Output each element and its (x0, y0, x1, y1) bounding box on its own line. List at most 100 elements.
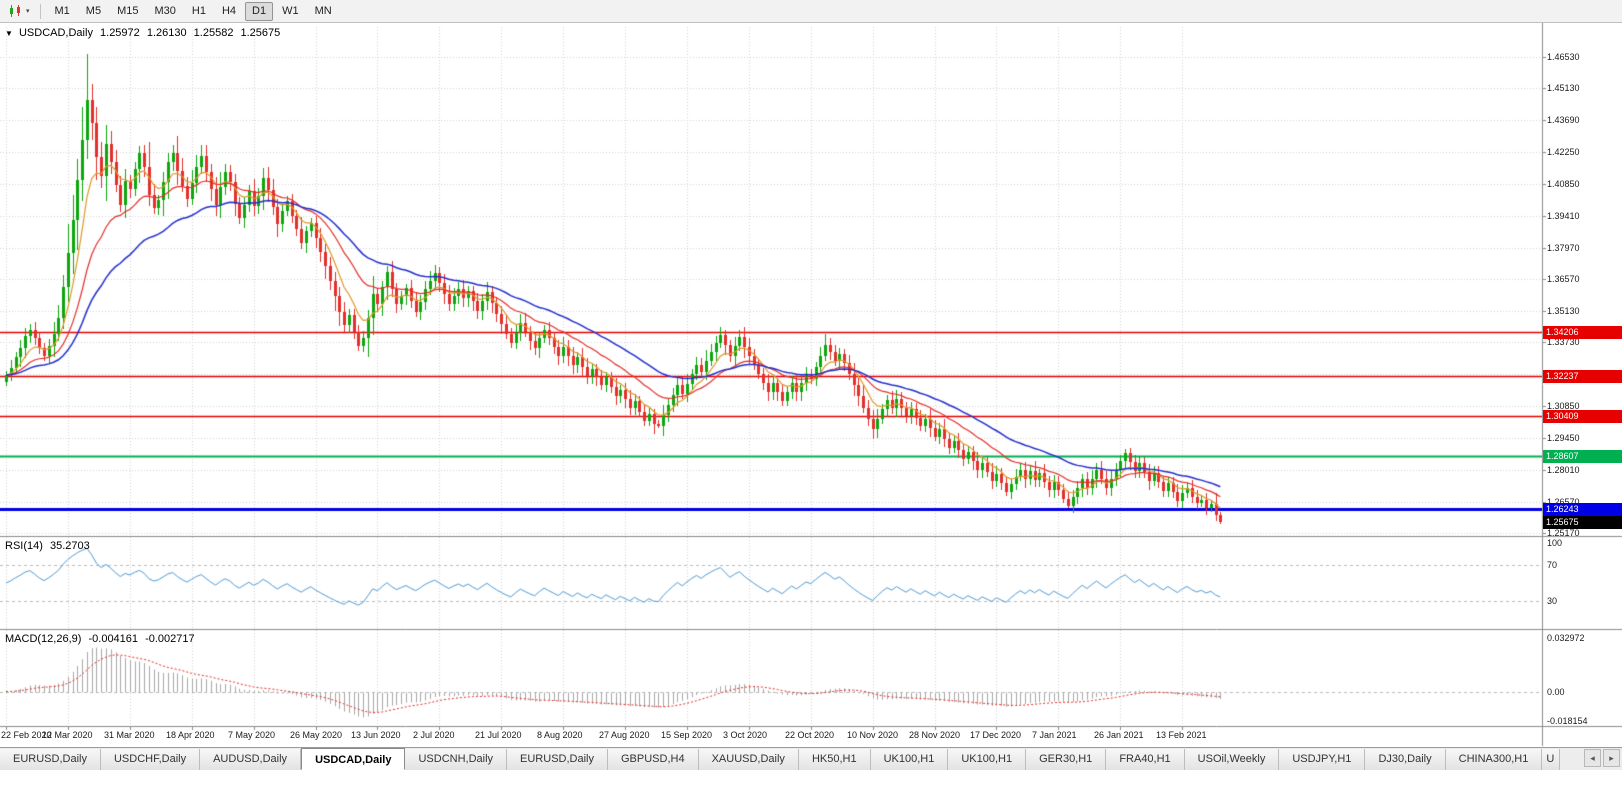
date-axis-label: 12 Mar 2020 (42, 730, 93, 740)
tab-uk100-h1[interactable]: UK100,H1 (870, 749, 949, 770)
tab-overflow-partial[interactable]: U (1542, 749, 1561, 770)
tab-scroll-arrows: ◂ ▸ (1584, 749, 1620, 767)
ohlc-high: 1.26130 (146, 27, 187, 39)
tab-ger30-h1[interactable]: GER30,H1 (1026, 749, 1107, 770)
date-axis-label: 31 Mar 2020 (104, 730, 155, 740)
level-badge-1-26243: 1.26243 (1543, 503, 1622, 516)
date-axis-label: 22 Oct 2020 (785, 730, 835, 740)
tab-usdcad-daily[interactable]: USDCAD,Daily (301, 748, 406, 770)
tab-scroll-left-button[interactable]: ◂ (1584, 749, 1601, 767)
chart-window: ▼ USDCAD,Daily 1.25972 1.26130 1.25582 1… (0, 23, 1622, 747)
tab-xauusd-daily[interactable]: XAUUSD,Daily (698, 749, 799, 770)
rsi-name: RSI(14) (5, 540, 43, 552)
ohlc-open: 1.25972 (100, 27, 140, 39)
date-axis-label: 2 Jul 2020 (413, 730, 455, 740)
tab-eurusd-daily[interactable]: EURUSD,Daily (0, 749, 101, 770)
price-axis-label: 1.35130 (1547, 306, 1580, 316)
timeframe-button-d1[interactable]: D1 (245, 1, 274, 21)
chart-tabs-strip: EURUSD,Daily USDCHF,Daily AUDUSD,Daily USDC… (0, 748, 1588, 770)
tab-usdjpy-h1[interactable]: USDJPY,H1 (1279, 749, 1366, 770)
status-bar (0, 770, 1622, 798)
macd-indicator-label: MACD(12,26,9) -0.004161 -0.002717 (5, 633, 199, 645)
date-axis-label: 13 Feb 2021 (1156, 730, 1207, 740)
candlestick-chart-icon (10, 5, 20, 17)
level-badge-1-32237: 1.32237 (1543, 370, 1622, 383)
price-chart-canvas[interactable] (0, 23, 1622, 747)
macd-axis-label: 0.00 (1547, 687, 1565, 697)
date-axis-label: 15 Sep 2020 (661, 730, 713, 740)
date-axis-label: 22 Feb 2020 (1, 730, 52, 740)
price-axis-label: 1.45130 (1547, 83, 1580, 93)
price-axis-label: 1.29450 (1547, 433, 1580, 443)
chart-tabs-bar: EURUSD,Daily USDCHF,Daily AUDUSD,Daily USDC… (0, 747, 1622, 770)
macd-signal-value: -0.002717 (145, 633, 195, 645)
price-axis-label: 1.36570 (1547, 274, 1580, 284)
price-axis-label: 1.40850 (1547, 179, 1580, 189)
timeframe-button-m1[interactable]: M1 (54, 4, 70, 17)
tab-uk100-h1[interactable]: UK100,H1 (948, 749, 1027, 770)
date-axis-label: 7 May 2020 (228, 730, 276, 740)
date-axis-label: 3 Oct 2020 (723, 730, 768, 740)
date-axis-label: 26 May 2020 (290, 730, 343, 740)
collapse-arrow-icon: ▼ (5, 29, 13, 38)
timeframe-toolbar: ▾ M1 M5 M15 M30 H1 H4 D1 W1 MN (0, 0, 1622, 23)
date-axis-label: 27 Aug 2020 (599, 730, 650, 740)
ohlc-close: 1.25675 (240, 27, 281, 39)
price-axis-label: 1.39410 (1547, 211, 1580, 221)
rsi-axis-label: 30 (1547, 596, 1558, 606)
rsi-axis-label: 70 (1547, 560, 1558, 570)
tab-fra40-h1[interactable]: FRA40,H1 (1106, 749, 1185, 770)
date-axis-label: 28 Nov 2020 (909, 730, 961, 740)
macd-axis-label: 0.032972 (1547, 633, 1585, 643)
date-axis-label: 21 Jul 2020 (475, 730, 522, 740)
chart-type-button[interactable]: ▾ (4, 3, 34, 19)
timeframe-button-mn[interactable]: MN (314, 4, 332, 17)
rsi-value: 35.2703 (49, 540, 90, 552)
timeframe-button-m30[interactable]: M30 (154, 4, 176, 17)
date-axis-label: 13 Jun 2020 (351, 730, 401, 740)
macd-value: -0.004161 (88, 633, 139, 645)
timeframe-buttons: M1 M5 M15 M30 H1 H4 D1 W1 MN (47, 1, 340, 21)
rsi-indicator-label: RSI(14) 35.2703 (5, 540, 94, 552)
price-axis-label: 1.26570 (1547, 497, 1580, 507)
current-price-badge: 1.25675 (1543, 516, 1622, 529)
price-axis-label: 1.33730 (1547, 337, 1580, 347)
tab-usdcnh-daily[interactable]: USDCNH,Daily (405, 749, 508, 770)
date-axis-label: 7 Jan 2021 (1032, 730, 1077, 740)
timeframe-button-m15[interactable]: M15 (117, 4, 139, 17)
date-axis-label: 26 Jan 2021 (1094, 730, 1144, 740)
date-axis-label: 10 Nov 2020 (847, 730, 899, 740)
price-axis-label: 1.37970 (1547, 243, 1580, 253)
date-axis-label: 8 Aug 2020 (537, 730, 583, 740)
tab-dj30-daily[interactable]: DJ30,Daily (1365, 749, 1446, 770)
toolbar-separator (39, 3, 41, 19)
tab-usdchf-daily[interactable]: USDCHF,Daily (100, 749, 201, 770)
rsi-axis-label: 100 (1547, 538, 1563, 548)
chart-title: ▼ USDCAD,Daily 1.25972 1.26130 1.25582 1… (5, 27, 284, 39)
price-axis-label: 1.28010 (1547, 465, 1580, 475)
tab-china300-h1[interactable]: CHINA300,H1 (1445, 749, 1543, 770)
timeframe-button-m5[interactable]: M5 (85, 4, 102, 17)
tab-eurusd-daily[interactable]: EURUSD,Daily (507, 749, 608, 770)
price-axis-label: 1.43690 (1547, 115, 1580, 125)
tab-usoil-weekly[interactable]: USOil,Weekly (1184, 749, 1280, 770)
timeframe-button-h4[interactable]: H4 (221, 4, 237, 17)
tab-audusd-daily[interactable]: AUDUSD,Daily (200, 749, 302, 770)
date-axis-label: 18 Apr 2020 (166, 730, 215, 740)
price-axis-label: 1.30850 (1547, 401, 1580, 411)
price-axis-label: 1.25170 (1547, 528, 1580, 538)
timeframe-button-h1[interactable]: H1 (191, 4, 206, 17)
macd-name: MACD(12,26,9) (5, 633, 82, 645)
tab-gbpusd-h4[interactable]: GBPUSD,H4 (608, 749, 699, 770)
tab-scroll-right-button[interactable]: ▸ (1603, 749, 1620, 767)
ohlc-low: 1.25582 (193, 27, 234, 39)
date-axis-label: 17 Dec 2020 (970, 730, 1022, 740)
level-badge-1-28607: 1.28607 (1543, 450, 1622, 463)
macd-axis-label: -0.018154 (1547, 716, 1588, 726)
price-axis-label: 1.46530 (1547, 52, 1580, 62)
timeframe-button-w1[interactable]: W1 (282, 4, 299, 17)
tab-hk50-h1[interactable]: HK50,H1 (798, 749, 871, 770)
level-badge-1-30409: 1.30409 (1543, 410, 1622, 423)
chart-symbol: USDCAD,Daily (18, 27, 93, 39)
